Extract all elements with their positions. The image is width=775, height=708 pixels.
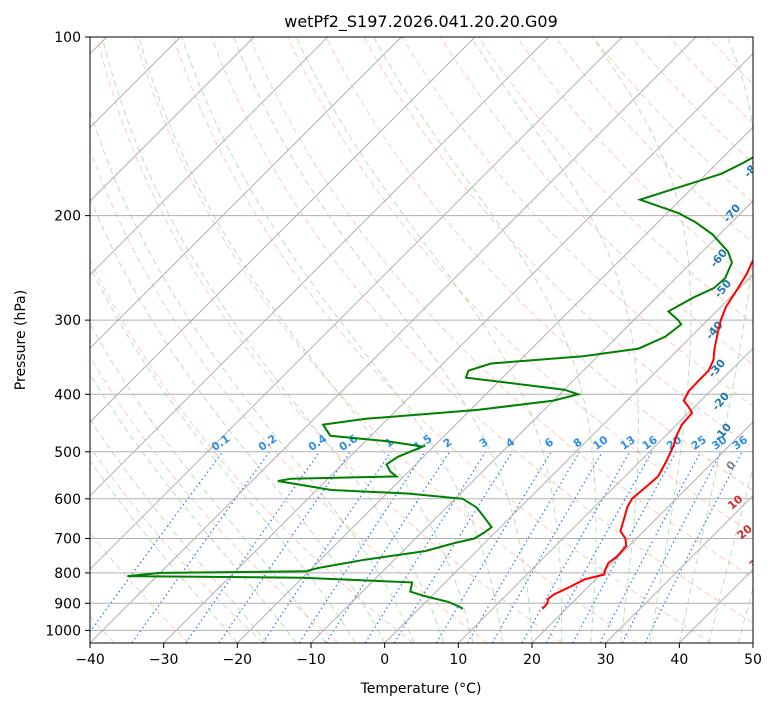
isotherm-line	[163, 52, 753, 643]
y-tick-label: 200	[54, 209, 81, 225]
x-axis-title: Temperature (°C)	[360, 681, 482, 697]
plot-frame	[89, 36, 754, 644]
isotherm-line	[90, 37, 255, 202]
isotherm-line	[236, 126, 753, 643]
isotherm-line	[90, 37, 402, 350]
dry-adiabat-line	[211, 37, 753, 624]
isotherm-line	[531, 421, 753, 643]
moist-adiabat-line	[90, 418, 268, 643]
mixing-ratio-line	[364, 451, 487, 643]
y-tick-label: 300	[54, 313, 81, 329]
mixing-ratio-line	[435, 451, 552, 643]
x-tick-label: −30	[149, 652, 179, 668]
x-tick-label: 0	[380, 652, 389, 668]
dry-adiabat-line	[478, 37, 753, 325]
isotherms	[90, 37, 753, 643]
isotherm-line	[384, 273, 753, 643]
y-tick-label: 700	[54, 532, 81, 548]
x-tick-label: 10	[449, 652, 467, 668]
moist-adiabat-line	[708, 466, 753, 643]
isotherm-line	[90, 37, 550, 497]
dry-adiabat-line	[325, 37, 753, 492]
moist-adiabat-line	[138, 37, 474, 643]
moist-adiabat-line	[233, 37, 533, 643]
mixing-ratio-line	[393, 451, 513, 643]
y-tick-label: 500	[54, 445, 81, 461]
mixing-ratio-line	[491, 451, 604, 643]
x-tick-label: −10	[296, 652, 326, 668]
mixing-ratio-line	[90, 451, 224, 633]
mixing-ratio-line	[572, 451, 677, 643]
y-tick-label: 900	[54, 596, 81, 612]
chart-title: wetPf2_S197.2026.041.20.20.G09	[284, 12, 558, 32]
isotherm-line	[90, 37, 623, 571]
moist-adiabat-line	[373, 37, 597, 643]
dry-adiabat-line	[249, 37, 753, 579]
y-axis-ticks: 100 200 300 400 500 600 700 800 900 1000	[45, 30, 90, 639]
isotherm-line	[310, 200, 753, 643]
x-tick-label: 40	[670, 652, 688, 668]
moist-adiabat-line	[90, 460, 238, 643]
moist-adiabat-line	[181, 37, 503, 643]
dry-adiabat-line	[96, 37, 563, 643]
dry-adiabat-line	[90, 258, 414, 643]
isotherm-line	[90, 37, 697, 643]
y-tick-label: 100	[54, 30, 81, 46]
x-tick-label: 50	[744, 652, 762, 668]
sounding-profiles	[127, 156, 753, 610]
x-tick-label: 20	[523, 652, 541, 668]
x-tick-label: 30	[597, 652, 615, 668]
dry-adiabat-line	[592, 37, 753, 204]
moist-adiabats	[90, 37, 753, 643]
dry-adiabat-line	[401, 37, 753, 407]
dry-adiabat-line	[172, 37, 712, 643]
isotherm-line	[457, 347, 753, 643]
moist-adiabat-line	[90, 109, 415, 643]
dry-adiabat-line	[516, 37, 753, 284]
dry-adiabat-line	[630, 37, 753, 164]
moist-adiabat-line	[101, 37, 445, 643]
dry-adiabat-label: 20	[735, 522, 755, 542]
isotherm-line	[90, 37, 329, 276]
mixing-ratio-line	[466, 451, 581, 643]
mixing-ratio-line	[521, 451, 631, 643]
mixing-ratio-line	[131, 451, 271, 643]
moist-adiabat-line	[90, 196, 386, 643]
moist-adiabat-line	[90, 373, 297, 643]
moist-adiabat-line	[295, 37, 563, 643]
moist-adiabat-line	[90, 265, 356, 643]
dry-adiabat-line	[90, 445, 264, 643]
y-tick-label: 600	[54, 492, 81, 508]
y-tick-label: 400	[54, 387, 81, 403]
dry-adiabat-label: 30	[747, 552, 767, 572]
y-axis-title: Pressure (hPa)	[13, 290, 29, 390]
x-axis-ticks: −40 −30 −20 −10 0 10 20 30 40 50	[75, 643, 762, 668]
y-tick-label: 1000	[45, 623, 81, 639]
moist-adiabat-line	[678, 37, 753, 643]
dry-adiabat-line	[134, 37, 638, 643]
isotherm-line	[605, 494, 753, 643]
moist-adiabat-line	[591, 37, 692, 643]
moist-adiabat-label: -80	[741, 156, 764, 180]
mixing-ratio-line	[325, 451, 451, 643]
y-tick-label: 800	[54, 566, 81, 582]
temperature-line	[541, 259, 753, 610]
x-tick-label: −40	[75, 652, 105, 668]
x-tick-label: −20	[223, 652, 253, 668]
dewpoint-line	[127, 156, 753, 610]
mixing-ratio-line	[298, 451, 426, 643]
isotherm-line	[90, 37, 476, 423]
